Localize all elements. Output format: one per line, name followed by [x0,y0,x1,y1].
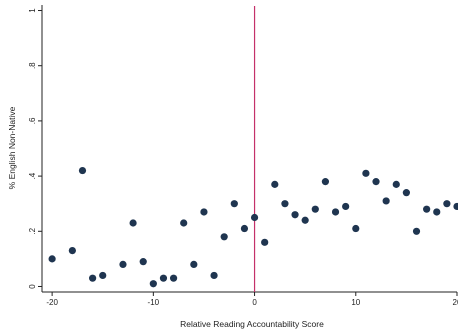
x-axis-title: Relative Reading Accountability Score [180,319,324,329]
data-point [78,166,87,175]
x-tick-label: 10 [351,298,360,307]
y-tick-label: .8 [28,62,37,69]
y-tick-label: .6 [28,117,37,124]
data-point [281,200,289,208]
x-tick-label: -10 [148,298,160,307]
y-axis-ticks: 0 .2 .4 .6 .8 1 [28,8,42,289]
y-tick-label: .2 [28,227,37,234]
data-point [311,205,319,213]
data-point [392,180,400,188]
data-point [119,260,127,269]
x-tick-label: 0 [252,298,257,307]
data-point [372,178,380,186]
data-point [250,213,259,222]
plot-frame [41,5,457,293]
y-tick-label: .4 [28,172,37,179]
data-point [89,274,97,282]
data-point [271,180,279,188]
data-point [453,202,458,211]
data-point [423,205,431,213]
data-point [331,208,340,216]
data-point [352,224,360,233]
y-tick-label: 0 [28,284,37,289]
data-point [99,271,107,280]
data-point [240,224,249,233]
data-point [433,208,441,216]
data-point [190,260,198,269]
data-point [261,238,269,246]
data-point [68,247,76,255]
data-point [48,255,56,263]
data-point [139,258,147,266]
data-point [412,227,421,235]
data-point [230,200,238,208]
data-point [210,271,218,280]
x-tick-label: 20 [453,298,458,307]
y-tick-label: 1 [28,8,37,13]
data-point [443,200,451,208]
x-tick-label: -20 [46,298,58,307]
data-point [382,197,390,205]
data-point [200,208,208,216]
data-point [169,274,178,282]
data-point [321,178,330,186]
data-points [48,166,458,288]
data-point [159,274,168,282]
data-point [149,280,157,288]
data-point [291,211,299,219]
y-axis-title: % English Non-Native [7,106,17,189]
data-point [301,216,309,224]
x-axis-ticks: -20 -10 0 10 20 [46,292,458,307]
data-point [362,169,370,177]
data-point [220,233,228,241]
data-point [342,202,350,211]
data-point [129,219,137,227]
data-point [402,189,410,197]
data-point [180,219,188,227]
